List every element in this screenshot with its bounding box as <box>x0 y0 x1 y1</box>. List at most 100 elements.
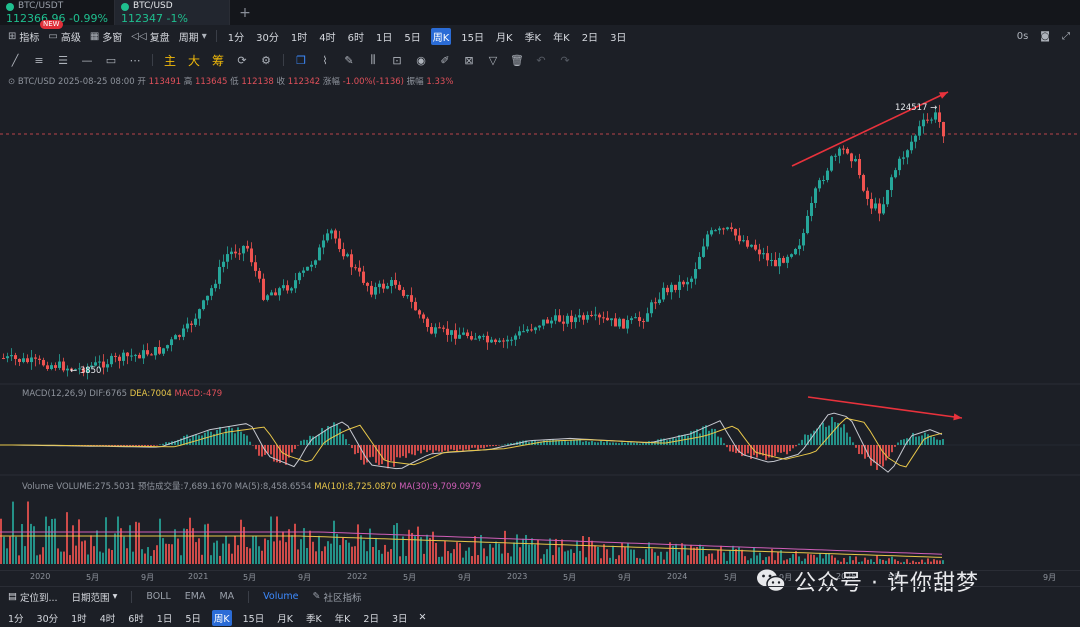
volume-bar <box>510 556 512 564</box>
bottom-timeframe-button[interactable]: 30分 <box>36 613 59 625</box>
bottom-timeframe-button[interactable]: 周K <box>211 609 232 626</box>
alert-icon[interactable]: ⊠ <box>464 53 474 67</box>
timeframe-button[interactable]: 季K <box>524 32 542 44</box>
bottom-timeframe-button[interactable]: 年K <box>334 613 351 625</box>
more-tools-icon[interactable]: ⋯ <box>129 53 141 67</box>
copy-icon[interactable]: ❐ <box>296 53 306 67</box>
note-icon[interactable]: ✐ <box>440 53 450 67</box>
camera-icon[interactable]: ◙ <box>1040 30 1050 42</box>
timeframe-button[interactable]: 6时 <box>347 32 364 44</box>
macd-bar <box>252 445 254 446</box>
candle <box>602 317 605 319</box>
macd-bar <box>846 432 848 445</box>
ma-button[interactable]: MA <box>219 591 235 602</box>
volume-bar <box>504 530 506 564</box>
bottom-timeframe-button[interactable]: 15日 <box>242 613 265 625</box>
lock-icon[interactable]: ⊡ <box>392 53 402 67</box>
line-tool-icon[interactable]: ╱ <box>11 53 19 67</box>
timeframe-button[interactable]: 4时 <box>319 32 336 44</box>
bottom-timeframe-button[interactable]: 1分 <box>8 613 24 625</box>
trash-icon[interactable]: 🗑 <box>510 53 524 67</box>
hline-tool-icon[interactable]: — <box>81 53 93 67</box>
locate-button[interactable]: ▤ 定位到... <box>8 590 58 604</box>
bottom-timeframe-button[interactable]: 5日 <box>185 613 201 625</box>
filter-icon[interactable]: ▽ <box>488 53 498 67</box>
timeframe-button[interactable]: 1时 <box>290 32 308 44</box>
timeframe-button[interactable]: 年K <box>553 32 570 44</box>
volume-bar <box>270 516 272 564</box>
macd-bar <box>711 428 713 445</box>
timeframe-button[interactable]: 2日 <box>581 32 599 44</box>
bottom-timeframe-button[interactable]: 1时 <box>71 613 87 625</box>
candle <box>870 198 873 209</box>
advanced-button[interactable]: ▭ 高级 <box>48 29 80 44</box>
brush-icon[interactable]: ✎ <box>344 53 354 67</box>
bottom-timeframe-button[interactable]: 6时 <box>128 613 144 625</box>
bottom-timeframe-button[interactable]: 月K <box>277 613 293 625</box>
parallel-tool-icon[interactable]: ≡ <box>34 53 44 67</box>
settings-icon[interactable]: ⚙ <box>261 53 271 67</box>
refresh-icon[interactable]: ⟳ <box>237 53 247 67</box>
close-icon[interactable]: ✕ <box>418 612 427 623</box>
multiwindow-button[interactable]: ▦ 多窗 <box>90 29 122 44</box>
date-range-dropdown[interactable]: 日期范围 ▾ <box>72 590 118 604</box>
x-axis-label: 9月 <box>141 573 155 582</box>
timeframe-button[interactable]: 月K <box>496 32 513 44</box>
macd-bar <box>243 434 245 445</box>
volume-bar <box>429 538 431 564</box>
macd-bar <box>204 432 206 445</box>
add-tab-button[interactable]: + <box>239 4 251 21</box>
replay-button[interactable]: ◁◁ 复盘 <box>131 29 169 44</box>
big-order-button[interactable]: 大 <box>187 53 200 68</box>
ruler-icon[interactable]: ⌇ <box>322 53 328 67</box>
timeframe-button[interactable]: 1分 <box>227 32 245 44</box>
timeframe-button[interactable]: 15日 <box>461 32 484 44</box>
boll-button[interactable]: BOLL <box>146 591 171 602</box>
ema-button[interactable]: EMA <box>184 591 206 602</box>
redo-icon[interactable]: ↷ <box>560 53 570 67</box>
volume-bar <box>198 538 200 564</box>
macd-bar <box>828 425 830 445</box>
undo-icon[interactable]: ↶ <box>536 53 546 67</box>
calendar-icon: ▤ <box>8 591 17 602</box>
bottom-timeframe-button[interactable]: 3日 <box>391 613 408 625</box>
candle <box>230 251 233 255</box>
volume-bar <box>699 544 701 564</box>
macd-bar <box>372 445 374 457</box>
candle <box>222 261 225 267</box>
volume-bar <box>252 536 254 564</box>
high-price: 124517 <box>895 103 928 113</box>
chips-button[interactable]: 筹 <box>211 53 224 68</box>
timeframe-button[interactable]: 周K <box>430 27 452 45</box>
bottom-timeframe-button[interactable]: 1日 <box>156 613 173 625</box>
timeframe-button[interactable]: 1日 <box>375 32 393 44</box>
candle <box>794 248 797 255</box>
rect-tool-icon[interactable]: ▭ <box>105 53 117 67</box>
timeframe-button[interactable]: 30分 <box>256 32 279 44</box>
volume-ma30-line <box>0 531 943 555</box>
volume-bar <box>75 545 77 564</box>
indicator-button[interactable]: ⊞ 指标 <box>8 29 39 44</box>
bottom-timeframe-button[interactable]: 4时 <box>99 613 116 625</box>
timeframe-button[interactable]: 5日 <box>404 32 421 44</box>
community-indicator-button[interactable]: ✎ 社区指标 <box>313 590 362 604</box>
period-dropdown[interactable]: 周期 ▾ <box>179 29 207 44</box>
eye-icon[interactable]: ◉ <box>416 53 426 67</box>
fullscreen-icon[interactable]: ⤢ <box>1062 30 1070 42</box>
bottom-timeframe-button[interactable]: 季K <box>305 613 322 625</box>
macd-bar <box>267 445 269 454</box>
candle-icon[interactable]: ⫼ <box>370 53 376 66</box>
main-force-button[interactable]: 主 <box>163 53 176 68</box>
chart-options-icon[interactable]: ⊙ <box>8 77 16 87</box>
tab-btc-usd[interactable]: BTC/USD 112347 -1% <box>115 0 230 25</box>
chart-area[interactable]: MACD(12,26,9) DIF:6765 DEA:7004 MACD:-47… <box>0 70 1080 570</box>
candle <box>658 299 661 303</box>
volume-bar <box>195 542 197 564</box>
channel-tool-icon[interactable]: ☰ <box>58 53 68 67</box>
bottom-timeframe-button[interactable]: 2日 <box>363 613 379 625</box>
macd-bar <box>627 442 629 445</box>
macd-bar <box>747 445 749 454</box>
timeframe-button[interactable]: 3日 <box>610 32 627 44</box>
macd-bar <box>909 438 911 445</box>
volume-button[interactable]: Volume <box>263 591 299 602</box>
